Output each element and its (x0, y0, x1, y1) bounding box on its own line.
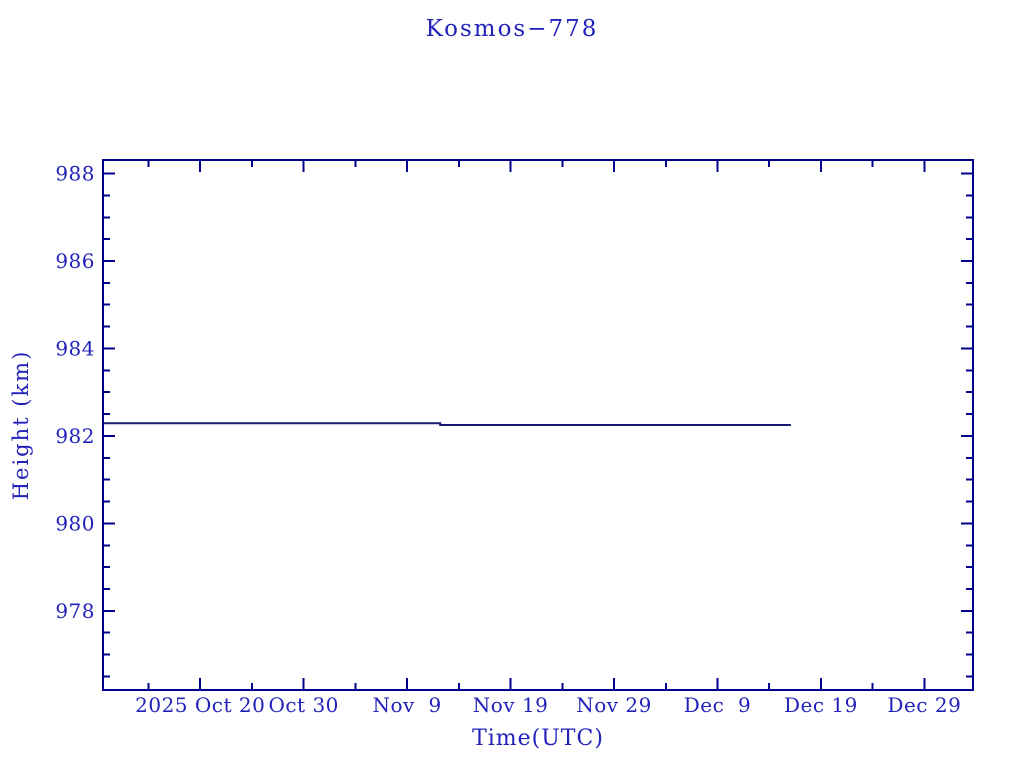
x-tick-label: Dec 9 (684, 693, 752, 717)
x-tick-label: Dec 29 (887, 693, 961, 717)
data-line (103, 422, 791, 426)
x-tick-label: Dec 19 (784, 693, 858, 717)
x-tick-label: Oct 30 (268, 693, 338, 717)
y-tick-label: 986 (55, 249, 95, 273)
y-tick-label: 982 (55, 424, 95, 448)
x-axis-label: Time(UTC) (472, 726, 604, 751)
x-tick-label: Nov 19 (473, 693, 549, 717)
chart-title: Kosmos−778 (425, 16, 599, 42)
x-tick-label: Nov 29 (576, 693, 652, 717)
y-tick-label: 980 (55, 511, 95, 535)
y-tick-label: 988 (55, 162, 95, 186)
plot-frame (102, 159, 974, 691)
y-tick-label: 978 (55, 599, 95, 623)
x-tick-label: 2025 Oct 20 (135, 693, 265, 717)
x-tick-label: Nov 9 (372, 693, 441, 717)
y-tick-label: 984 (55, 336, 95, 360)
y-axis-label: Height (km) (9, 349, 33, 501)
